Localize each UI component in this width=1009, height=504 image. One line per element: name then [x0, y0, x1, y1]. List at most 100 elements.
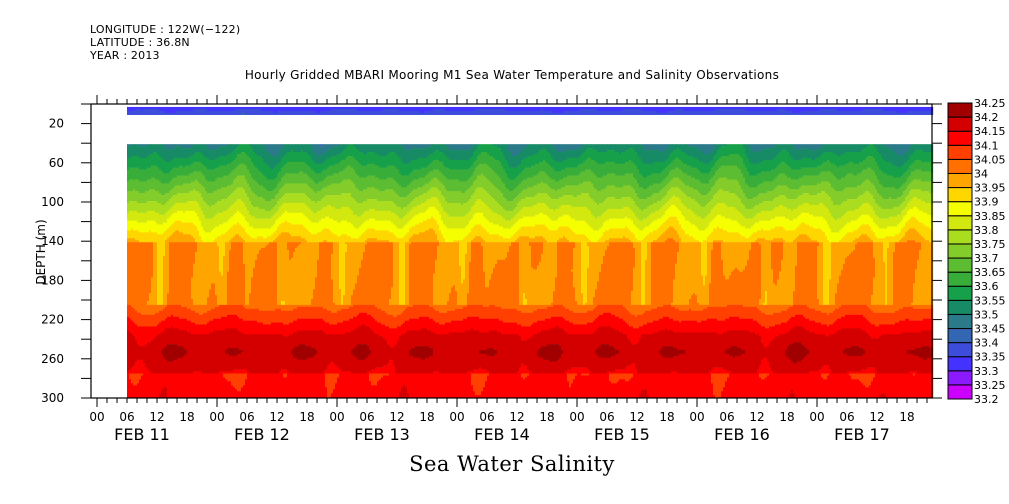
contour-cell — [323, 320, 326, 333]
contour-cell — [255, 308, 258, 321]
contour-cell — [367, 110, 370, 115]
contour-cell — [375, 144, 378, 155]
contour-cell — [343, 106, 346, 110]
contour-cell — [549, 208, 552, 219]
contour-cell — [217, 304, 220, 308]
contour-cell — [329, 175, 332, 186]
contour-cell — [131, 167, 134, 180]
contour-cell — [309, 208, 312, 221]
contour-cell — [581, 144, 584, 147]
contour-cell — [605, 304, 608, 313]
contour-cell — [335, 155, 338, 164]
contour-cell — [535, 153, 538, 164]
contour-cell — [617, 381, 620, 399]
contour-cell — [627, 381, 630, 399]
contour-cell — [357, 344, 360, 360]
contour-cell — [233, 304, 236, 315]
contour-cell — [251, 320, 254, 335]
contour-cell — [141, 146, 144, 159]
contour-cell — [193, 224, 196, 239]
contour-cell — [431, 242, 434, 308]
contour-cell — [515, 187, 518, 198]
contour-cell — [301, 304, 304, 308]
contour-cell — [657, 201, 660, 212]
contour-cell — [487, 332, 490, 349]
contour-cell — [445, 322, 448, 335]
contour-cell — [127, 181, 130, 192]
contour-cell — [401, 228, 404, 239]
contour-cell — [653, 161, 656, 174]
contour-cell — [391, 242, 394, 288]
contour-cell — [583, 304, 586, 313]
contour-cell — [339, 161, 342, 172]
contour-cell — [605, 175, 608, 188]
contour-cell — [367, 220, 370, 229]
contour-cell — [473, 204, 476, 215]
contour-cell — [605, 357, 608, 374]
contour-cell — [311, 242, 314, 300]
contour-cell — [209, 159, 212, 170]
contour-cell — [343, 334, 346, 372]
contour-cell — [281, 144, 284, 149]
contour-cell — [269, 218, 272, 229]
contour-cell — [149, 189, 152, 202]
contour-cell — [369, 163, 372, 176]
contour-cell — [219, 110, 222, 115]
contour-cell — [185, 193, 188, 204]
contour-cell — [291, 173, 294, 184]
contour-cell — [313, 181, 316, 192]
contour-cell — [615, 349, 618, 355]
contour-cell — [211, 218, 214, 231]
contour-cell — [457, 110, 460, 115]
contour-cell — [187, 201, 190, 212]
contour-cell — [485, 230, 488, 243]
contour-cell — [433, 169, 436, 178]
chart-title: Hourly Gridded MBARI Mooring M1 Sea Wate… — [244, 68, 780, 82]
contour-cell — [185, 148, 188, 159]
contour-cell — [267, 179, 270, 192]
contour-cell — [173, 112, 176, 115]
contour-cell — [327, 106, 330, 112]
contour-cell — [515, 334, 518, 374]
contour-cell — [483, 202, 486, 217]
contour-cell — [173, 304, 176, 317]
contour-cell — [189, 165, 192, 174]
contour-cell — [351, 224, 354, 239]
contour-cell — [315, 222, 318, 235]
contour-cell — [369, 314, 372, 329]
contour-cell — [369, 175, 372, 188]
contour-cell — [551, 328, 554, 345]
contour-cell — [283, 373, 286, 378]
contour-cell — [481, 238, 484, 247]
contour-cell — [403, 322, 406, 335]
contour-cell — [457, 242, 460, 306]
contour-cell — [297, 318, 300, 331]
contour-cell — [573, 287, 576, 313]
contour-cell — [297, 359, 300, 374]
contour-cell — [201, 210, 204, 227]
contour-cell — [171, 214, 174, 225]
contour-cell — [215, 144, 218, 149]
contour-cell — [179, 304, 182, 319]
contour-cell — [181, 148, 184, 159]
contour-cell — [241, 373, 244, 388]
contour-cell — [367, 238, 370, 243]
contour-cell — [133, 230, 136, 239]
contour-cell — [587, 106, 590, 110]
contour-cell — [611, 238, 614, 243]
contour-cell — [297, 193, 300, 204]
contour-cell — [185, 210, 188, 223]
contour-cell — [631, 108, 634, 115]
contour-cell — [581, 334, 584, 368]
contour-cell — [365, 230, 368, 241]
contour-cell — [585, 169, 588, 182]
contour-cell — [245, 320, 248, 335]
contour-cell — [351, 373, 354, 399]
contour-cell — [547, 344, 550, 360]
contour-cell — [635, 226, 638, 239]
contour-cell — [625, 161, 628, 174]
contour-cell — [555, 277, 558, 306]
contour-cell — [241, 318, 244, 333]
contour-cell — [605, 373, 608, 399]
contour-cell — [401, 187, 404, 198]
